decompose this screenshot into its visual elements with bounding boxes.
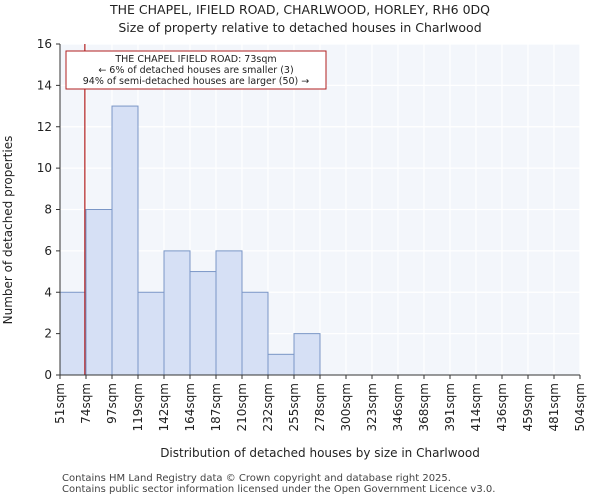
x-tick-label: 119sqm (131, 383, 145, 431)
chart-subtitle: Size of property relative to detached ho… (118, 20, 482, 35)
annotation-line-3: 94% of semi-detached houses are larger (… (83, 76, 310, 87)
x-tick-label: 164sqm (183, 383, 197, 431)
histogram-bar (59, 291, 87, 376)
x-tick-label: 368sqm (417, 383, 431, 431)
y-tick-label: 16 (37, 37, 52, 51)
x-tick-label: 346sqm (391, 383, 405, 431)
x-tick-label: 300sqm (339, 383, 353, 431)
histogram-bar (267, 353, 295, 376)
y-tick-label: 8 (44, 203, 52, 217)
histogram-bar (85, 209, 113, 376)
y-tick-label: 4 (44, 285, 52, 299)
histogram-bar (189, 271, 217, 376)
y-tick-label: 0 (44, 368, 52, 382)
x-tick-label: 323sqm (365, 383, 379, 431)
x-tick-label: 504sqm (573, 383, 587, 431)
x-tick-label: 459sqm (521, 383, 535, 431)
x-tick-label: 481sqm (547, 383, 561, 431)
x-tick-label: 51sqm (53, 383, 67, 424)
x-tick-label: 142sqm (157, 383, 171, 431)
chart-title: THE CHAPEL, IFIELD ROAD, CHARLWOOD, HORL… (110, 2, 490, 17)
x-tick-label: 210sqm (235, 383, 249, 431)
x-axis-label: Distribution of detached houses by size … (160, 446, 480, 460)
x-ticks: 51sqm 74sqm 97sqm 119sqm 142sqm 164sqm 187sqm 2… (53, 375, 587, 431)
x-tick-label: 74sqm (79, 383, 93, 424)
x-tick-label: 97sqm (105, 383, 119, 424)
y-ticks: 0 2 4 6 8 10 12 14 16 (37, 37, 60, 382)
histogram-bar (241, 291, 269, 376)
histogram-bar (293, 333, 321, 376)
y-tick-label: 14 (37, 78, 52, 92)
footer-line-2: Contains public sector information licen… (62, 484, 496, 495)
y-tick-label: 12 (37, 120, 52, 134)
histogram-bar (137, 291, 165, 376)
x-tick-label: 187sqm (209, 383, 223, 431)
histogram-bar (111, 105, 139, 376)
bars (59, 105, 321, 376)
annotation-line-2: ← 6% of detached houses are smaller (3) (98, 65, 293, 76)
y-axis-label: Number of detached properties (1, 136, 15, 325)
y-tick-label: 2 (44, 327, 52, 341)
histogram-bar (215, 250, 243, 376)
footer-line-1: Contains HM Land Registry data © Crown c… (62, 473, 451, 484)
x-tick-label: 414sqm (469, 383, 483, 431)
y-tick-label: 10 (37, 161, 52, 175)
annotation-line-1: THE CHAPEL IFIELD ROAD: 73sqm (114, 54, 276, 65)
histogram-bar (163, 250, 191, 376)
annotation-box: THE CHAPEL IFIELD ROAD: 73sqm ← 6% of de… (65, 50, 327, 90)
x-tick-label: 391sqm (443, 383, 457, 431)
x-tick-label: 255sqm (287, 383, 301, 431)
x-tick-label: 232sqm (261, 383, 275, 431)
y-tick-label: 6 (44, 244, 52, 258)
x-tick-label: 278sqm (313, 383, 327, 431)
x-tick-label: 436sqm (495, 383, 509, 431)
